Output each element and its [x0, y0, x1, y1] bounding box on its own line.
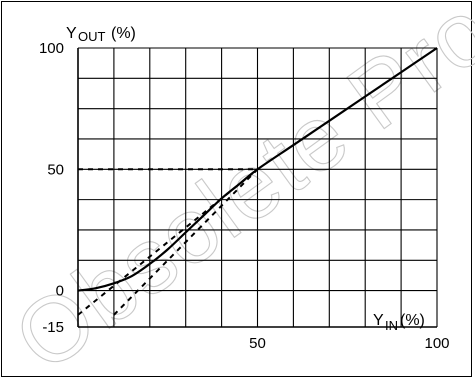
x-axis-label-sub: IN: [385, 318, 398, 333]
y-tick-label: 0: [56, 283, 64, 300]
x-axis-label-main: Y: [373, 312, 384, 329]
grid: [77, 47, 438, 328]
x-axis-label: Y IN (%): [373, 312, 425, 333]
y-axis-label: Y OUT (%): [66, 25, 136, 44]
series-line-reference-2: [113, 168, 259, 316]
y-tick-label: 50: [47, 161, 64, 178]
x-axis-label-unit: (%): [400, 312, 425, 329]
ticks-group: 100 50 0 -15 50 100: [39, 40, 450, 352]
y-tick-label: -15: [42, 319, 64, 336]
y-axis-label-sub: OUT: [78, 29, 106, 44]
series-line-reference-1: [77, 168, 259, 316]
x-tick-label: 100: [424, 335, 449, 352]
series-group: [77, 47, 438, 316]
y-axis-label-main: Y: [66, 25, 77, 42]
y-tick-label: 100: [39, 40, 64, 57]
x-tick-label: 50: [249, 335, 266, 352]
y-axis-label-unit: (%): [111, 25, 136, 42]
